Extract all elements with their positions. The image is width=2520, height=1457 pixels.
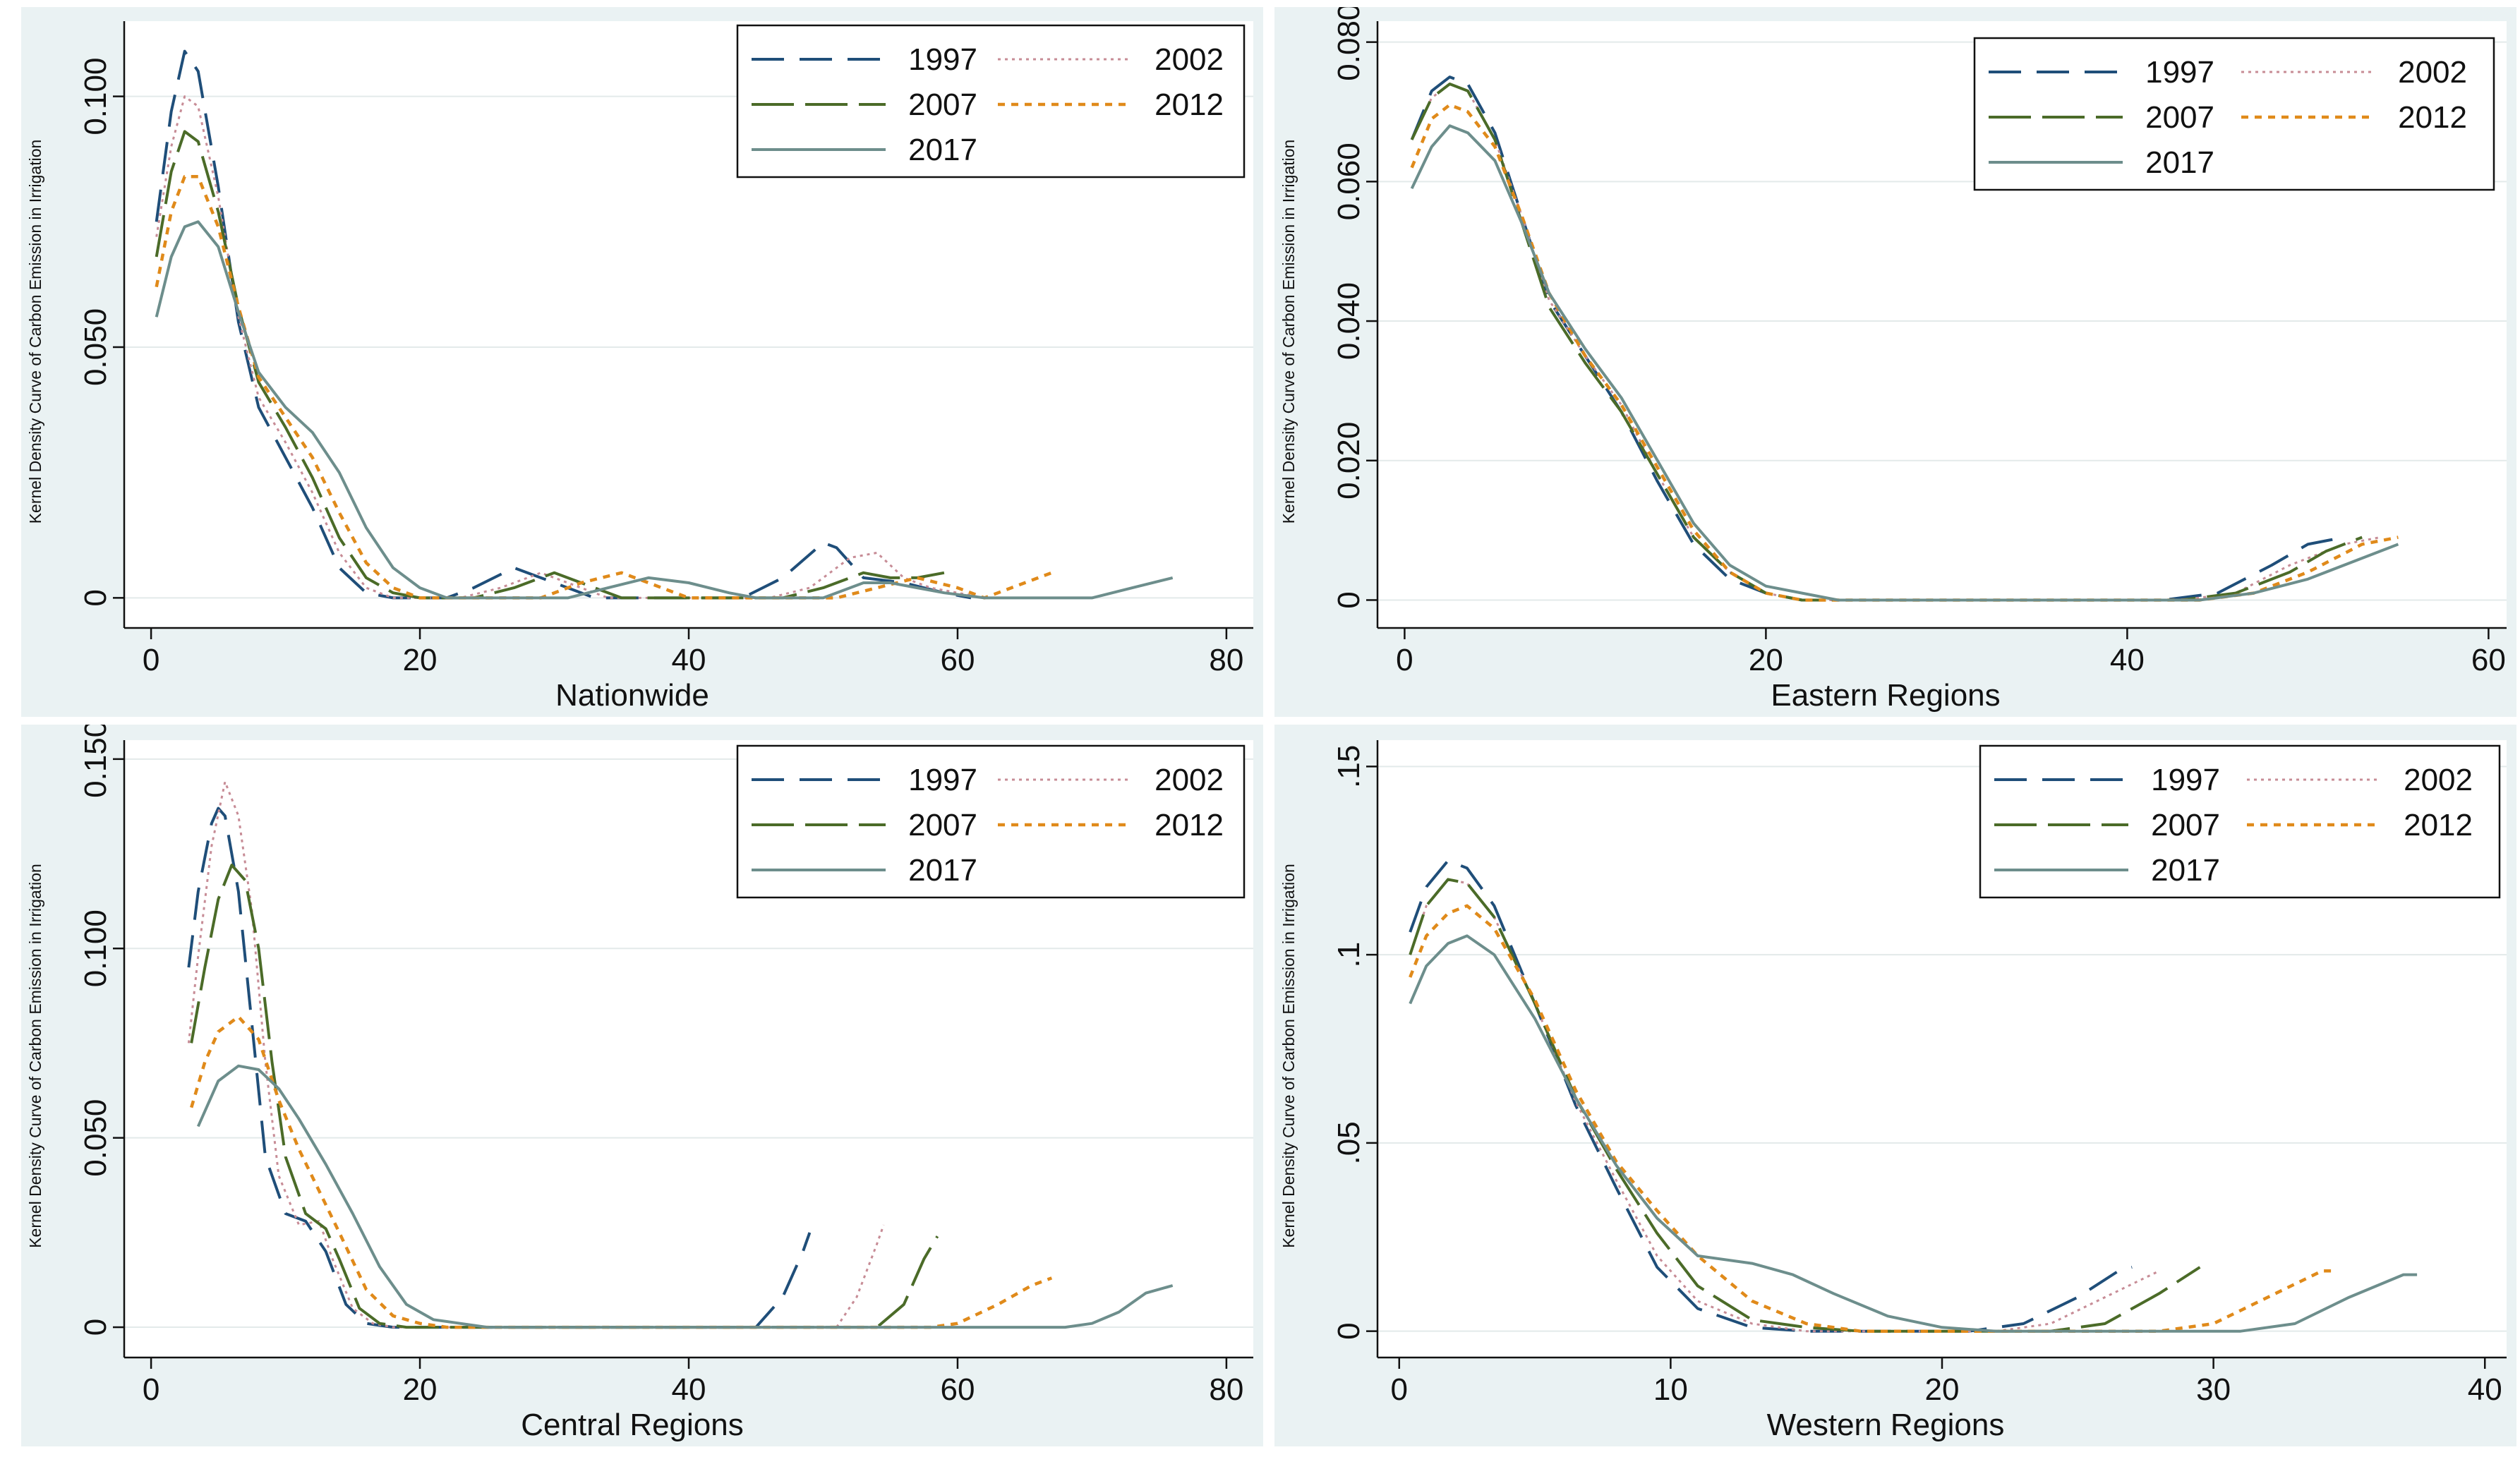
legend-label-1997: 1997 — [908, 763, 977, 797]
x-axis-title: Nationwide — [555, 678, 709, 713]
legend-box — [736, 24, 1246, 179]
legend: 1997 2002 2007 2012 2017 — [736, 24, 1246, 179]
chart-western-regions: 0 .05 .1 .15 0 10 20 30 40 Western Regions Kernel … — [1279, 740, 2507, 1442]
x-tick-label: 0 — [1391, 1372, 1408, 1407]
x-tick-label: 40 — [672, 1372, 706, 1407]
x-tick-label: 40 — [672, 643, 706, 677]
chart-panel-eastern: 0 0.020 0.040 0.060 0.080 0 20 40 60 Eastern Regi… — [1274, 7, 2516, 717]
y-tick-label: .1 — [1332, 942, 1366, 968]
y-tick-label: 0.080 — [1332, 7, 1366, 81]
legend-label-1997: 1997 — [2145, 55, 2214, 90]
x-tick-label: 20 — [1925, 1372, 1960, 1407]
legend: 1997 2002 2007 2012 2017 — [736, 744, 1246, 899]
legend-label-2007: 2007 — [908, 808, 977, 842]
legend-label-2017: 2017 — [908, 853, 977, 888]
y-tick-label: 0.040 — [1332, 282, 1366, 360]
series-line-2012 — [155, 175, 1053, 600]
legend-box — [1973, 37, 2495, 191]
series-line-1997 — [1410, 75, 2344, 602]
legend-label-2017: 2017 — [2151, 853, 2220, 888]
chart-panel-nationwide: 0 0.050 0.100 0 20 40 60 80 Nationwide Kernel Den… — [21, 7, 1263, 717]
legend-label-2017: 2017 — [2145, 145, 2214, 180]
y-tick-label: 0.100 — [78, 909, 113, 987]
x-tick-label: 30 — [2196, 1372, 2231, 1407]
x-tick-label: 20 — [1749, 643, 1783, 677]
legend: 1997 2002 2007 2012 2017 — [1973, 37, 2495, 191]
x-tick-label: 10 — [1653, 1372, 1688, 1407]
legend-label-2012: 2012 — [1155, 87, 1224, 122]
x-tick-label: 60 — [2471, 643, 2506, 677]
y-tick-label: 0 — [1332, 1322, 1366, 1339]
y-axis-title: Kernel Density Curve of Carbon Emission … — [1279, 140, 1298, 524]
legend-label-2002: 2002 — [1155, 763, 1224, 797]
chart-eastern-regions: 0 0.020 0.040 0.060 0.080 0 20 40 60 Eastern Regi… — [1279, 7, 2507, 713]
y-tick-label: .05 — [1332, 1121, 1366, 1164]
x-axis-title: Western Regions — [1767, 1408, 2005, 1442]
legend-label-2012: 2012 — [2404, 808, 2473, 842]
legend-label-1997: 1997 — [908, 42, 977, 77]
series-line-2007 — [1410, 83, 2363, 602]
y-tick-label: 0.150 — [78, 725, 113, 798]
legend-label-2007: 2007 — [2145, 100, 2214, 135]
y-tick-label: 0 — [1332, 591, 1366, 608]
x-tick-label: 0 — [143, 643, 159, 677]
legend-label-2002: 2002 — [1155, 42, 1224, 77]
x-tick-label: 40 — [2468, 1372, 2502, 1407]
y-tick-label: 0.020 — [1332, 422, 1366, 500]
chart-panel-central: 0 0.050 0.100 0.150 0 20 40 60 80 Central Regions… — [21, 725, 1263, 1446]
series-line-2017 — [196, 1064, 1174, 1329]
x-tick-label: 60 — [940, 643, 975, 677]
chart-panel-western: 0 .05 .1 .15 0 10 20 30 40 Western Regions Kernel … — [1274, 725, 2516, 1446]
series-line-2017 — [1410, 124, 2399, 602]
x-tick-label: 60 — [940, 1372, 975, 1407]
series-line-2007 — [190, 864, 939, 1329]
y-tick-label: 0.050 — [78, 1099, 113, 1177]
series-line-2007 — [1409, 878, 2201, 1333]
series-line-2012 — [1409, 904, 2336, 1333]
legend-label-2002: 2002 — [2404, 763, 2473, 797]
series-line-2007 — [155, 130, 945, 600]
y-axis-title: Kernel Density Curve of Carbon Emission … — [1279, 864, 1298, 1248]
legend-box — [1979, 744, 2501, 899]
series-line-2012 — [190, 1015, 1053, 1329]
y-tick-label: 0.100 — [78, 58, 113, 135]
x-tick-label: 0 — [143, 1372, 159, 1407]
x-axis-title: Central Regions — [521, 1408, 744, 1442]
chart-nationwide: 0 0.050 0.100 0 20 40 60 80 Nationwide Kernel Den… — [26, 21, 1253, 713]
x-tick-label: 0 — [1396, 643, 1413, 677]
series-line-2017 — [1409, 934, 2418, 1333]
series-line-1997 — [1409, 859, 2133, 1333]
y-tick-label: 0.050 — [78, 308, 113, 386]
y-axis-title: Kernel Density Curve of Carbon Emission … — [26, 140, 44, 524]
legend: 1997 2002 2007 2012 2017 — [1979, 744, 2501, 899]
legend-label-2012: 2012 — [1155, 808, 1224, 842]
y-tick-label: .15 — [1332, 745, 1366, 788]
legend-label-2017: 2017 — [908, 133, 977, 167]
legend-box — [736, 744, 1246, 899]
series-line-2002 — [1409, 878, 2160, 1333]
x-tick-label: 20 — [403, 643, 438, 677]
x-tick-label: 80 — [1209, 643, 1243, 677]
legend-label-2007: 2007 — [2151, 808, 2220, 842]
legend-label-2002: 2002 — [2398, 55, 2467, 90]
y-tick-label: 0.060 — [1332, 143, 1366, 220]
x-axis-title: Eastern Regions — [1771, 678, 2000, 713]
y-tick-label: 0 — [78, 1319, 113, 1336]
y-tick-label: 0 — [78, 589, 113, 606]
x-tick-label: 40 — [2110, 643, 2145, 677]
chart-central-regions: 0 0.050 0.100 0.150 0 20 40 60 80 Central Regions… — [26, 725, 1253, 1442]
legend-label-2007: 2007 — [908, 87, 977, 122]
y-axis-title: Kernel Density Curve of Carbon Emission … — [26, 864, 44, 1248]
x-tick-label: 80 — [1209, 1372, 1243, 1407]
legend-label-1997: 1997 — [2151, 763, 2220, 797]
series-line-2017 — [155, 220, 1174, 600]
legend-label-2012: 2012 — [2398, 100, 2467, 135]
x-tick-label: 20 — [403, 1372, 438, 1407]
